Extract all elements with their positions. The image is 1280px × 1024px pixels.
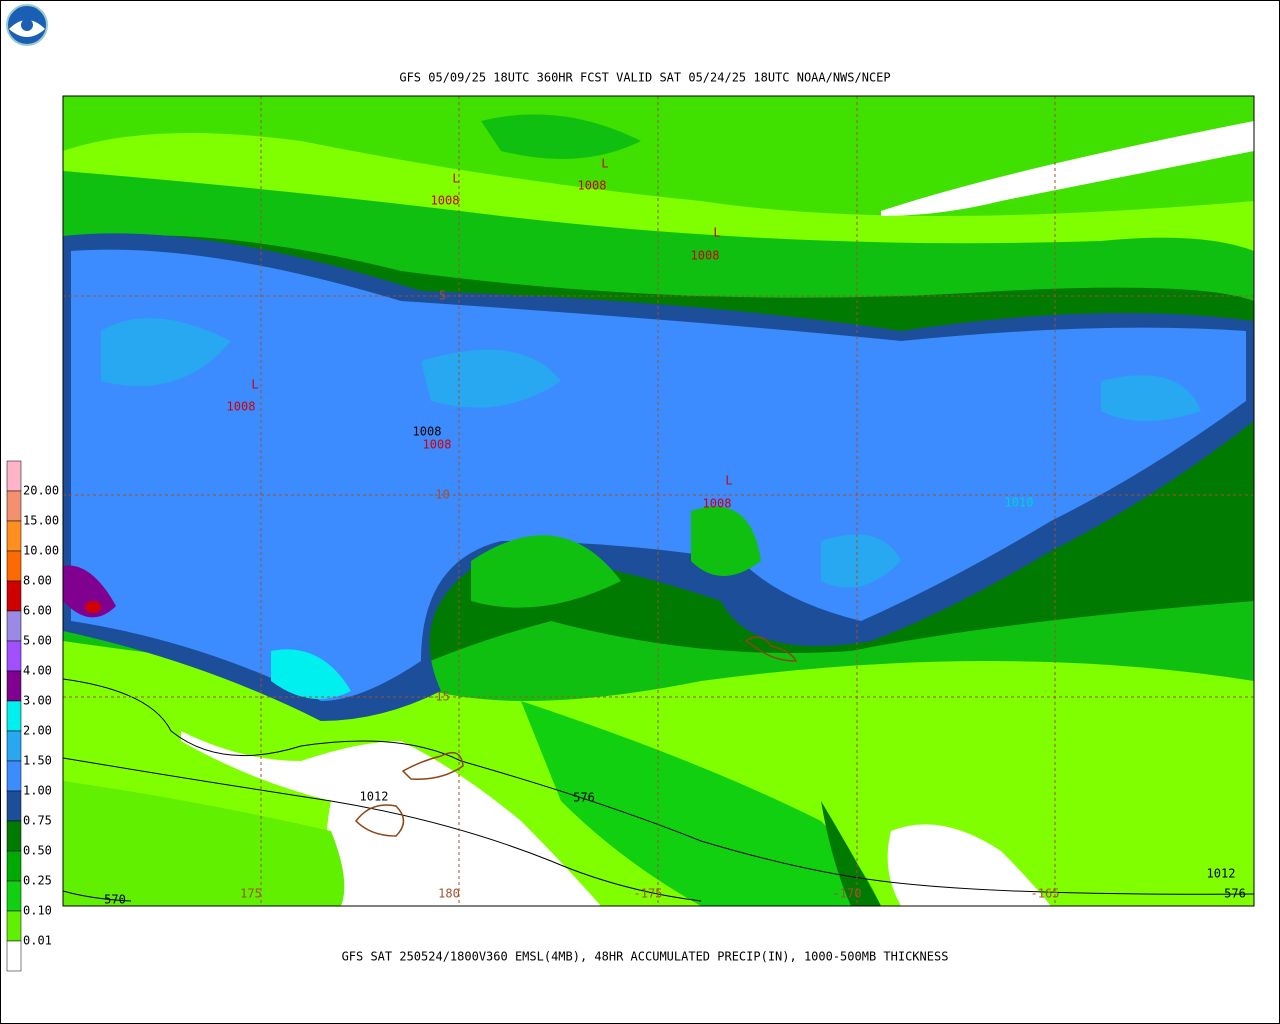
pressure-label: 1008 [703, 497, 732, 511]
legend-swatch [6, 580, 22, 612]
pressure-label: 1008 [413, 425, 442, 439]
longitude-label: -175 [634, 887, 663, 901]
pressure-label: L [601, 157, 608, 171]
pressure-label: 1008 [431, 194, 460, 208]
pressure-label: 1008 [227, 400, 256, 414]
legend-swatch [6, 640, 22, 672]
latitude-label: -5 [432, 289, 446, 303]
map-frame [62, 95, 1255, 907]
thickness-label: 576 [1224, 887, 1246, 901]
legend-swatch [6, 880, 22, 912]
latitude-label: -15 [428, 690, 450, 704]
legend-swatch [6, 520, 22, 552]
pressure-label: 1010 [1005, 496, 1034, 510]
legend-swatch [6, 760, 22, 792]
legend: 20.00 15.00 10.00 8.00 6.00 5.00 4.00 3.00 2.00 1… [6, 460, 59, 972]
legend-swatch [6, 550, 22, 582]
legend-label: 0.50 [23, 844, 52, 858]
legend-label: 5.00 [23, 634, 52, 648]
legend-label: 0.10 [23, 904, 52, 918]
legend-swatch [6, 730, 22, 762]
pressure-label: L [725, 474, 732, 488]
legend-swatch [6, 490, 22, 522]
map-labels: 175 180 -175 -170 -165 -5 -10 -15 L 1008 L 1008 L 100… [104, 157, 1246, 907]
legend-swatch [6, 940, 22, 972]
legend-swatch [6, 790, 22, 822]
longitude-label: 175 [240, 887, 262, 901]
legend-label: 10.00 [23, 544, 59, 558]
pressure-label: 1008 [423, 438, 452, 452]
latitude-label: -10 [428, 488, 450, 502]
pressure-label: L [251, 378, 258, 392]
longitude-label: -165 [1031, 887, 1060, 901]
longitude-label: 180 [438, 887, 460, 901]
legend-label: 20.00 [23, 484, 59, 498]
legend-swatch [6, 460, 22, 492]
legend-label: 8.00 [23, 574, 52, 588]
legend-label: 6.00 [23, 604, 52, 618]
legend-label: 2.00 [23, 724, 52, 738]
lat-lon-grid [63, 96, 1254, 906]
pressure-label: 1008 [578, 179, 607, 193]
pressure-label: 1012 [1207, 867, 1236, 881]
legend-swatch [6, 850, 22, 882]
caption: GFS SAT 250524/1800V360 EMSL(4MB), 48HR … [342, 950, 949, 964]
pressure-label: 1008 [691, 249, 720, 263]
legend-label: 0.75 [23, 814, 52, 828]
coastlines [355, 636, 798, 837]
legend-swatch [6, 820, 22, 852]
legend-swatch [6, 670, 22, 702]
legend-label: 1.50 [23, 754, 52, 768]
thickness-label: 570 [104, 893, 126, 907]
pressure-label: L [713, 226, 720, 240]
thickness-label: 576 [573, 791, 595, 805]
legend-label: 15.00 [23, 514, 59, 528]
noaa-logo [6, 4, 48, 46]
thickness-contours [62, 678, 1255, 902]
pressure-label: 1012 [360, 790, 389, 804]
longitude-label: -170 [833, 887, 862, 901]
legend-label: 1.00 [23, 784, 52, 798]
legend-swatch [6, 700, 22, 732]
legend-label: 0.25 [23, 874, 52, 888]
title: GFS 05/09/25 18UTC 360HR FCST VALID SAT … [399, 71, 890, 85]
legend-label: 0.01 [23, 934, 52, 948]
legend-label: 4.00 [23, 664, 52, 678]
legend-swatch [6, 910, 22, 942]
pressure-label: L [452, 172, 459, 186]
legend-label: 3.00 [23, 694, 52, 708]
legend-swatch [6, 610, 22, 642]
